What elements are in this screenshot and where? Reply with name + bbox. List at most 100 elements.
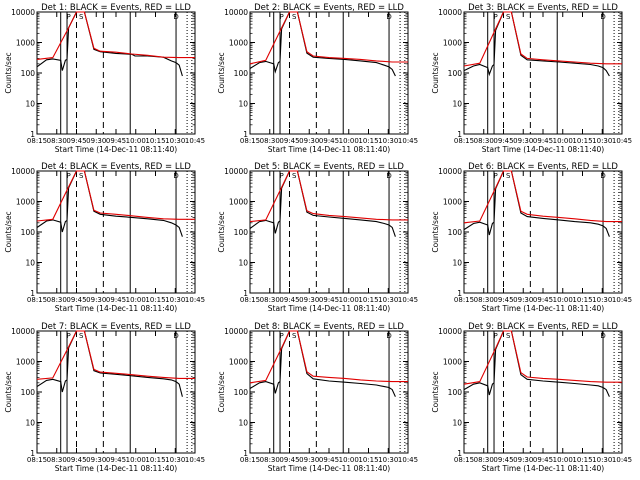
event-marker-label: P xyxy=(279,172,283,180)
x-tick-label: 08:15 xyxy=(240,456,260,464)
series-line-events xyxy=(463,11,610,77)
x-axis-label: Start Time (14-Dec-11 08:11:40) xyxy=(268,304,390,313)
y-axis-label: Counts/sec xyxy=(217,371,226,412)
x-tick-label: 09:45 xyxy=(319,296,339,304)
x-tick-label: 08:15 xyxy=(27,137,47,145)
y-tick-label: 10 xyxy=(238,419,248,428)
y-tick-label: 10 xyxy=(238,100,248,109)
x-tick-label: 10:00 xyxy=(126,137,146,145)
x-axis-label: Start Time (14-Dec-11 08:11:40) xyxy=(482,304,604,313)
series-line-events xyxy=(36,11,183,77)
x-tick-label: 10:15 xyxy=(572,137,592,145)
y-tick-label: 1 xyxy=(30,449,35,458)
x-tick-label: 10:15 xyxy=(145,296,165,304)
x-axis-label: Start Time (14-Dec-11 08:11:40) xyxy=(268,464,390,473)
event-marker-label: D xyxy=(386,332,391,340)
x-tick-label: 10:00 xyxy=(126,296,146,304)
event-marker-label: S xyxy=(506,172,511,180)
x-tick-label: 08:15 xyxy=(454,456,474,464)
x-tick-label: 09:45 xyxy=(66,137,86,145)
x-tick-label: 10:30 xyxy=(165,137,185,145)
x-tick-label: 10:15 xyxy=(145,137,165,145)
x-tick-label: 09:45 xyxy=(106,456,126,464)
x-axis-label: Start Time (14-Dec-11 08:11:40) xyxy=(268,145,390,154)
x-tick-label: 10:30 xyxy=(165,296,185,304)
y-axis-label: Counts/sec xyxy=(217,52,226,93)
series-line-events xyxy=(36,170,183,237)
x-tick-label: 09:45 xyxy=(279,296,299,304)
event-marker-label: D xyxy=(600,13,605,21)
x-tick-label: 09:45 xyxy=(493,296,513,304)
x-tick-label: 08:30 xyxy=(260,296,280,304)
x-axis-label: Start Time (14-Dec-11 08:11:40) xyxy=(482,145,604,154)
x-tick-label: 09:45 xyxy=(319,456,339,464)
event-marker-label: S xyxy=(292,172,297,180)
x-tick-label: 10:15 xyxy=(572,456,592,464)
series-line-lld xyxy=(463,170,622,224)
x-tick-label: 09:45 xyxy=(533,456,553,464)
y-tick-label: 10000 xyxy=(11,327,35,336)
y-tick-label: 1000 xyxy=(443,198,462,207)
x-axis-label: Start Time (14-Dec-11 08:11:40) xyxy=(55,464,177,473)
panel-det-2: Det 2: BLACK = Events, RED = LLD 1 10 100 10… xyxy=(217,3,418,154)
panel-det-5: Det 5: BLACK = Events, RED = LLD 1 10 100 10… xyxy=(217,162,418,313)
event-marker-label: P xyxy=(66,172,70,180)
panel-title: Det 1: BLACK = Events, RED = LLD xyxy=(41,3,191,13)
event-marker-label: S xyxy=(79,332,84,340)
panel-title: Det 5: BLACK = Events, RED = LLD xyxy=(254,162,404,172)
y-tick-label: 1 xyxy=(457,130,462,139)
y-tick-label: 1000 xyxy=(229,358,248,367)
x-tick-label: 10:45 xyxy=(612,137,632,145)
x-tick-label: 10:30 xyxy=(592,456,612,464)
y-tick-label: 1 xyxy=(30,289,35,298)
panel-det-4: Det 4: BLACK = Events, RED = LLD 1 10 100 10… xyxy=(4,162,205,313)
x-tick-label: 08:15 xyxy=(454,137,474,145)
x-tick-label: 09:30 xyxy=(299,296,319,304)
x-tick-label: 09:45 xyxy=(106,296,126,304)
x-tick-label: 10:30 xyxy=(378,456,398,464)
x-tick-label: 09:30 xyxy=(299,456,319,464)
y-axis-label: Counts/sec xyxy=(431,371,440,412)
series-line-events xyxy=(249,170,396,237)
y-tick-label: 10 xyxy=(452,100,462,109)
series-line-lld xyxy=(249,170,408,223)
x-tick-label: 09:30 xyxy=(86,296,106,304)
y-tick-label: 10000 xyxy=(438,327,462,336)
y-tick-label: 100 xyxy=(234,69,249,78)
x-tick-label: 09:30 xyxy=(513,296,533,304)
y-tick-label: 100 xyxy=(234,228,249,237)
event-marker-label: P xyxy=(493,332,497,340)
series-line-lld xyxy=(36,11,195,60)
x-tick-label: 10:30 xyxy=(378,137,398,145)
x-tick-label: 10:15 xyxy=(358,456,378,464)
series-line-events xyxy=(249,330,396,397)
y-tick-label: 10000 xyxy=(224,8,248,17)
series-line-lld xyxy=(463,330,622,385)
x-tick-label: 08:30 xyxy=(260,137,280,145)
y-axis-label: Counts/sec xyxy=(431,211,440,252)
event-marker-label: D xyxy=(173,172,178,180)
x-tick-label: 09:45 xyxy=(279,137,299,145)
y-tick-label: 10000 xyxy=(11,167,35,176)
y-tick-label: 100 xyxy=(448,388,463,397)
series-line-lld xyxy=(36,330,195,380)
y-axis-label: Counts/sec xyxy=(217,211,226,252)
x-tick-label: 10:45 xyxy=(185,137,205,145)
event-marker-label: D xyxy=(173,332,178,340)
x-tick-label: 10:00 xyxy=(126,456,146,464)
panel-det-3: Det 3: BLACK = Events, RED = LLD 1 10 100 10… xyxy=(431,3,632,154)
y-tick-label: 10000 xyxy=(11,8,35,17)
x-axis-label: Start Time (14-Dec-11 08:11:40) xyxy=(55,304,177,313)
series-line-events xyxy=(249,11,396,77)
x-tick-label: 10:15 xyxy=(358,296,378,304)
x-tick-label: 10:45 xyxy=(398,296,418,304)
panel-title: Det 9: BLACK = Events, RED = LLD xyxy=(468,322,618,332)
y-tick-label: 1 xyxy=(30,130,35,139)
x-tick-label: 10:45 xyxy=(612,296,632,304)
event-marker-label: P xyxy=(66,332,70,340)
panel-title: Det 2: BLACK = Events, RED = LLD xyxy=(254,3,404,13)
y-axis-label: Counts/sec xyxy=(4,211,13,252)
panel-det-8: Det 8: BLACK = Events, RED = LLD 1 10 100 10… xyxy=(217,322,418,473)
x-tick-label: 09:30 xyxy=(299,137,319,145)
